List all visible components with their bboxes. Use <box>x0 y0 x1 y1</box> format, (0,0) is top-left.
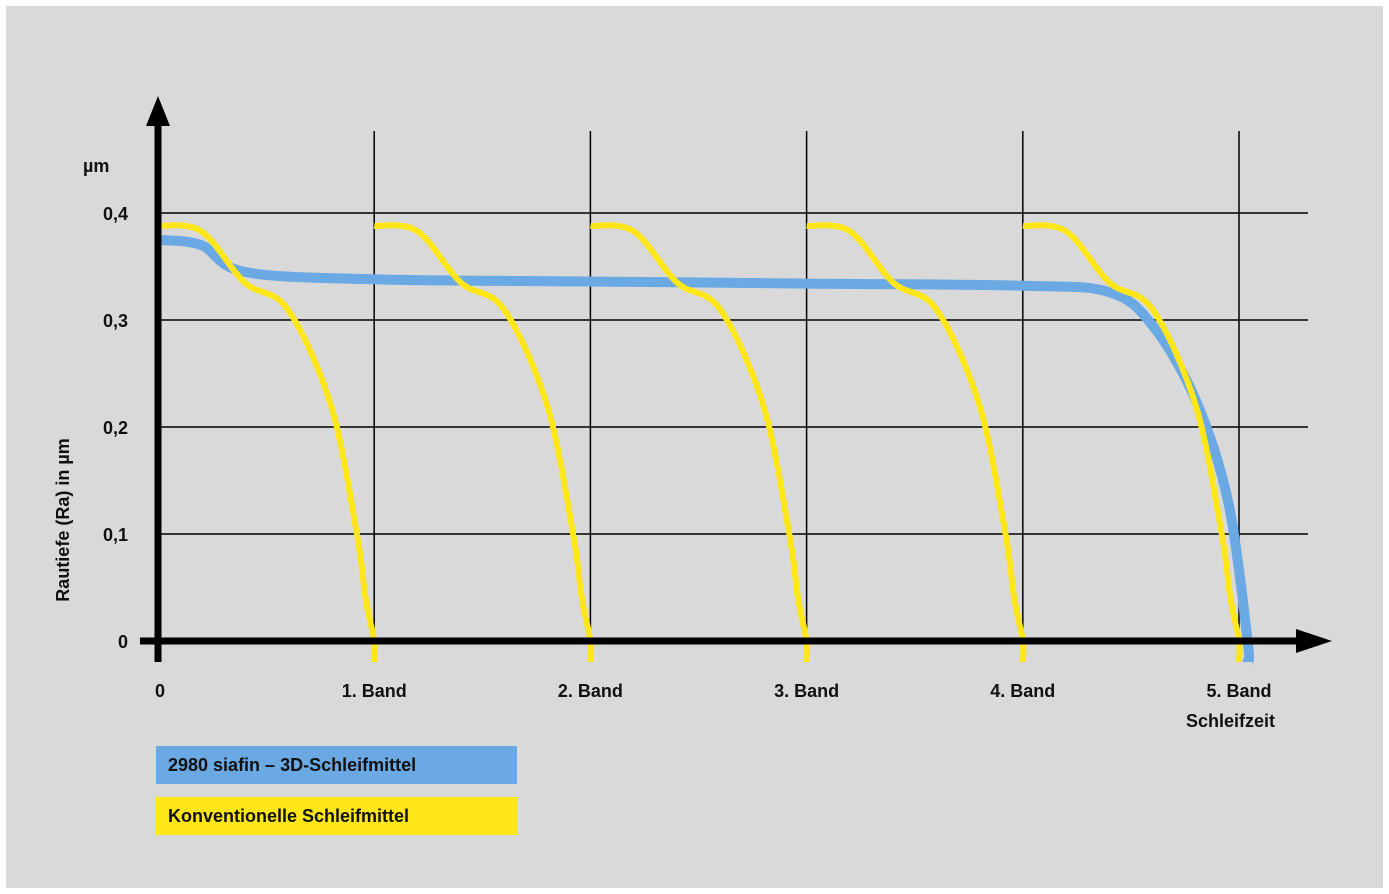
series-lines <box>157 222 1255 667</box>
y-tick-label-1: 0,1 <box>103 525 128 545</box>
x-tick-label-2: 2. Band <box>558 681 623 701</box>
y-tick-label-0: 0 <box>118 632 128 652</box>
y-tick-label-4: 0,4 <box>103 204 128 224</box>
x-axis-arrow <box>1296 629 1332 653</box>
y-tick-label-2: 0,2 <box>103 418 128 438</box>
x-tick-label-0: 0 <box>155 681 165 701</box>
x-axis-title: Schleifzeit <box>1186 711 1275 731</box>
x-tick-label-4: 4. Band <box>990 681 1055 701</box>
series-line-conventional-3 <box>590 222 811 663</box>
grid <box>158 131 1308 641</box>
x-tick-label-3: 3. Band <box>774 681 839 701</box>
series-line-conventional-2 <box>373 222 595 663</box>
legend-item-conventional: Konventionelle Schleifmittel <box>156 797 517 835</box>
legend-item-siafin: 2980 siafin – 3D-Schleifmittel <box>156 746 517 784</box>
chart-background <box>6 6 1383 888</box>
series-line-conventional-1 <box>157 222 378 663</box>
y-axis-title: Rautiefe (Ra) in µm <box>53 438 73 601</box>
y-tick-label-3: 0,3 <box>103 311 128 331</box>
y-unit-label: µm <box>83 156 109 176</box>
series-line-conventional-4 <box>806 222 1027 663</box>
series-line-siafin <box>157 234 1255 667</box>
x-tick-label-5: 5. Band <box>1206 681 1271 701</box>
legend-label: Konventionelle Schleifmittel <box>168 805 410 826</box>
series-line-conventional-5 <box>1022 222 1243 663</box>
y-axis-arrow <box>146 96 170 126</box>
legend-label: 2980 siafin – 3D-Schleifmittel <box>168 754 417 775</box>
axes <box>140 96 1332 662</box>
x-tick-label-1: 1. Band <box>342 681 407 701</box>
tick-labels: 0 0,1 0,2 0,3 0,4 0 1. Band 2. Band 3. Band 4. Ba… <box>103 204 1272 701</box>
